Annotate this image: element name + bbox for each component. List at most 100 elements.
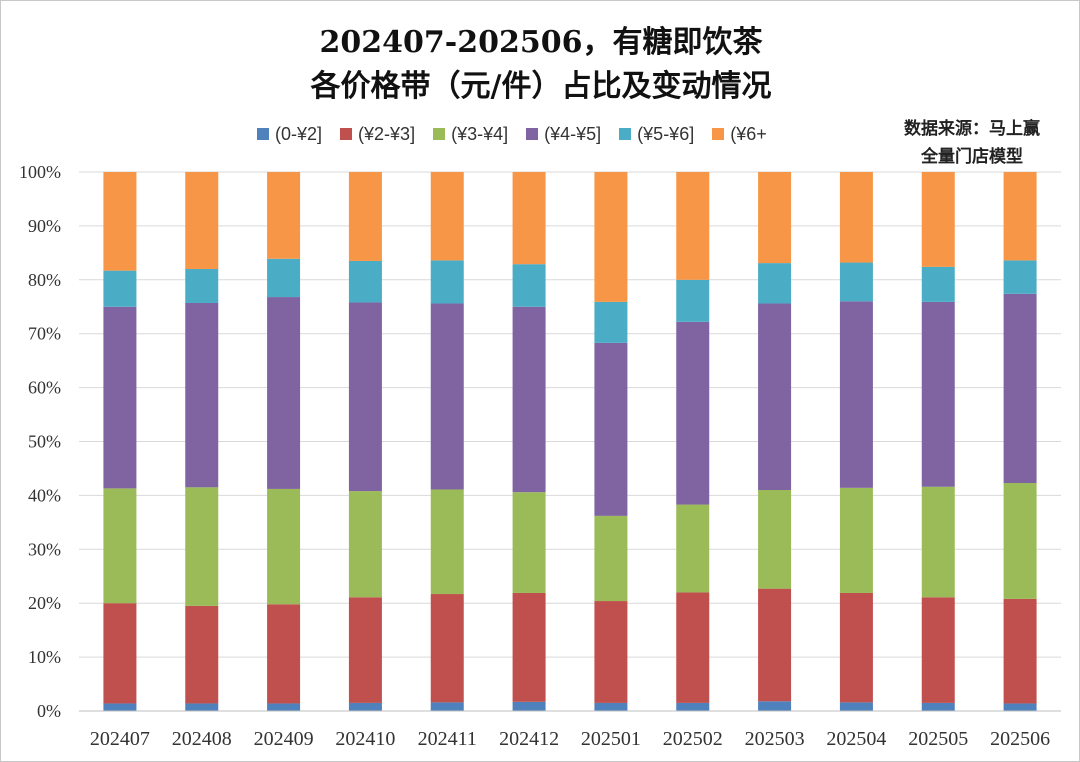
bar-segment: [185, 703, 219, 711]
bar-segment: [758, 490, 792, 589]
bar-segment: [921, 702, 955, 711]
bar-segment: [348, 702, 382, 711]
bar-segment: [594, 301, 628, 343]
bar-segment: [185, 487, 219, 606]
bar-segment: [839, 702, 873, 711]
bar-segment: [921, 301, 955, 487]
y-tick-label: 0%: [37, 701, 61, 721]
legend-item: (¥3-¥4]: [433, 124, 508, 145]
chart-title: 202407-202506，有糖即饮茶: [319, 25, 763, 60]
bar-segment: [594, 172, 628, 302]
x-tick-label: 202502: [663, 728, 723, 750]
y-tick-label: 30%: [28, 539, 61, 559]
bar-segment: [839, 301, 873, 488]
bar-segment: [758, 172, 792, 264]
bar-segment: [758, 701, 792, 711]
bar-segment: [103, 270, 137, 307]
bar-segment: [348, 260, 382, 303]
legend-label: (¥5-¥6]: [637, 123, 695, 144]
y-tick-label: 90%: [28, 216, 61, 236]
bar-segment: [676, 172, 710, 280]
bar-segment: [512, 701, 546, 711]
bar-segment: [185, 605, 219, 704]
bar-segment: [185, 172, 219, 270]
y-tick-label: 80%: [28, 270, 61, 290]
bar-segment: [348, 491, 382, 598]
source-line-2: 全量门店模型: [921, 147, 1023, 167]
legend-swatch: [712, 128, 725, 140]
bar-segment: [103, 603, 137, 704]
legend-swatch: [433, 128, 446, 140]
bar-segment: [1003, 598, 1037, 704]
legend-swatch: [257, 128, 269, 140]
y-tick-label: 10%: [28, 647, 61, 667]
bar-segment: [103, 172, 137, 271]
chart-legend: (0-¥2] (¥2-¥3] (¥3-¥4] (¥4-¥5] (¥5-¥6] (¥6+: [257, 123, 785, 145]
data-source-note: 数据来源：马上赢 全量门店模型: [877, 115, 1067, 171]
legend-swatch: [526, 128, 539, 140]
y-tick-label: 70%: [28, 324, 61, 344]
bar-segment: [430, 702, 464, 711]
bar-segment: [348, 172, 382, 261]
bar-segment: [430, 260, 464, 304]
legend-swatch: [619, 128, 632, 140]
x-tick-label: 202410: [335, 728, 395, 750]
bar-segment: [839, 262, 873, 302]
legend-item: (¥4-¥5]: [526, 124, 601, 145]
bar-segment: [676, 592, 710, 703]
bar-segment: [267, 604, 301, 704]
bar-segment: [594, 702, 628, 711]
x-tick-label: 202501: [581, 728, 641, 750]
bar-segment: [1003, 483, 1037, 599]
legend-item: (¥2-¥3]: [340, 124, 415, 145]
legend-label: (¥3-¥4]: [451, 123, 509, 144]
bar-segment: [185, 269, 219, 303]
y-tick-label: 20%: [28, 593, 61, 613]
x-tick-label: 202505: [908, 728, 968, 750]
x-tick-label: 202407: [90, 728, 150, 750]
bar-segment: [512, 264, 546, 307]
bar-segment: [921, 266, 955, 302]
bar-segment: [839, 487, 873, 593]
y-tick-label: 40%: [28, 485, 61, 505]
bar-segment: [348, 302, 382, 492]
bar-segment: [839, 592, 873, 703]
bar-segment: [921, 172, 955, 267]
bar-segment: [348, 597, 382, 703]
bar-segment: [185, 302, 219, 488]
bar-segment: [1003, 172, 1037, 261]
x-tick-label: 202503: [745, 728, 805, 750]
bar-segment: [839, 172, 873, 263]
bar-segment: [103, 306, 137, 489]
x-tick-label: 202412: [499, 728, 559, 750]
legend-label: (0-¥2]: [275, 123, 323, 144]
legend-item: (¥6+: [712, 124, 767, 145]
bar-segment: [676, 279, 710, 322]
bar-segment: [512, 592, 546, 702]
bar-segment: [430, 172, 464, 261]
bar-segment: [921, 597, 955, 703]
bar-segment: [594, 601, 628, 703]
bar-segment: [430, 594, 464, 703]
bar-segment: [676, 702, 710, 711]
bar-segment: [1003, 293, 1037, 484]
bar-segment: [1003, 260, 1037, 294]
bar-segment: [676, 321, 710, 505]
legend-swatch: [340, 128, 353, 140]
bar-segment: [267, 297, 301, 489]
bar-segment: [758, 263, 792, 304]
bar-segment: [512, 306, 546, 493]
bar-segment: [267, 488, 301, 605]
legend-label: (¥4-¥5]: [544, 123, 602, 144]
bar-segment: [267, 703, 301, 711]
y-tick-label: 60%: [28, 378, 61, 398]
y-tick-label: 100%: [19, 162, 61, 182]
bar-segment: [103, 703, 137, 711]
bar-segment: [676, 504, 710, 593]
y-tick-label: 50%: [28, 432, 61, 452]
bar-segment: [512, 492, 546, 593]
chart-subtitle: 各价格带（元/件）占比及变动情况: [310, 69, 772, 104]
bar-segment: [430, 303, 464, 490]
